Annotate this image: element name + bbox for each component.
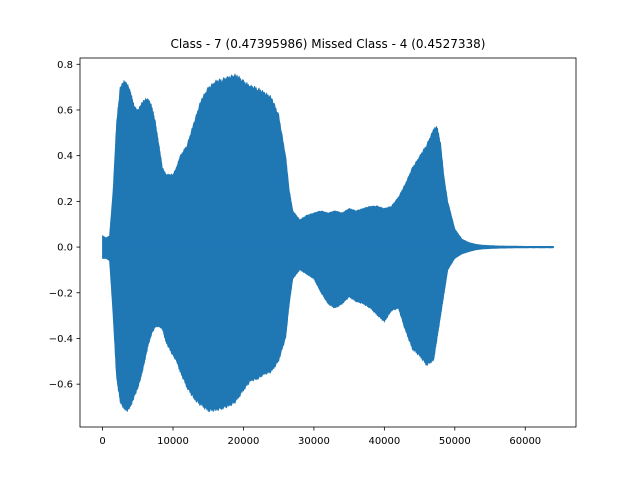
waveform-series-0 xyxy=(102,73,554,412)
axes: 0 10000 20000 30000 40000 50000 60000 −0.6 −0.4 −… xyxy=(49,57,577,447)
x-tick-label: 40000 xyxy=(368,436,400,447)
x-tick-label: 60000 xyxy=(509,436,541,447)
x-tick-label: 10000 xyxy=(157,436,189,447)
plot-area xyxy=(102,73,554,412)
y-tick-label: 0.4 xyxy=(57,151,73,162)
y-tick-label: 0.0 xyxy=(57,243,73,254)
chart-title: Class - 7 (0.47395986) Missed Class - 4 … xyxy=(171,37,486,51)
x-tick-label: 30000 xyxy=(298,436,330,447)
y-tick-label: −0.4 xyxy=(49,334,73,345)
y-tick-label: 0.8 xyxy=(57,60,73,71)
y-tick-label: 0.2 xyxy=(57,197,73,208)
x-tick-label: 0 xyxy=(99,436,105,447)
axes-frame xyxy=(79,57,577,428)
y-tick-label: −0.2 xyxy=(49,288,73,299)
x-tick-label: 20000 xyxy=(228,436,260,447)
x-tick-label: 50000 xyxy=(439,436,471,447)
y-tick-label: 0.6 xyxy=(57,105,73,116)
y-tick-label: −0.6 xyxy=(49,380,73,391)
